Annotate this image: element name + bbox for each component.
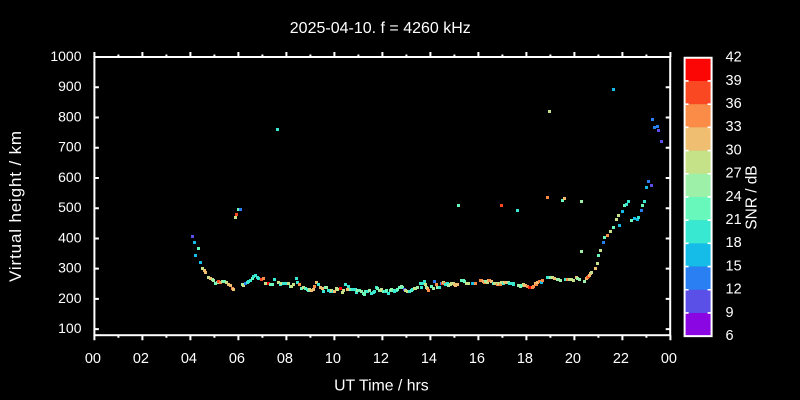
svg-text:20: 20 (565, 351, 581, 367)
svg-text:100: 100 (58, 320, 82, 336)
svg-text:02: 02 (133, 351, 149, 367)
svg-text:27: 27 (726, 166, 742, 182)
svg-text:900: 900 (58, 78, 82, 94)
svg-text:00: 00 (85, 351, 101, 367)
svg-text:12: 12 (726, 282, 742, 298)
svg-text:500: 500 (58, 199, 82, 215)
svg-text:08: 08 (277, 351, 293, 367)
svg-text:16: 16 (469, 351, 485, 367)
svg-text:22: 22 (613, 351, 629, 367)
svg-text:36: 36 (726, 96, 742, 112)
svg-text:39: 39 (726, 73, 742, 89)
svg-text:UT Time / hrs: UT Time / hrs (334, 378, 429, 395)
svg-text:00: 00 (661, 351, 677, 367)
svg-text:42: 42 (726, 50, 742, 66)
svg-text:300: 300 (58, 260, 82, 276)
svg-text:800: 800 (58, 108, 82, 124)
svg-text:18: 18 (517, 351, 533, 367)
svg-text:700: 700 (58, 139, 82, 155)
svg-text:18: 18 (726, 235, 742, 251)
svg-text:9: 9 (726, 305, 734, 321)
svg-text:1000: 1000 (50, 48, 81, 64)
svg-text:33: 33 (726, 119, 742, 135)
svg-text:12: 12 (373, 351, 389, 367)
svg-text:21: 21 (726, 212, 742, 228)
svg-text:04: 04 (181, 351, 197, 367)
svg-text:SNR / dB: SNR / dB (743, 165, 760, 229)
svg-text:15: 15 (726, 258, 742, 274)
svg-text:6: 6 (726, 328, 734, 344)
svg-text:24: 24 (726, 189, 742, 205)
svg-text:600: 600 (58, 169, 82, 185)
svg-text:Virtual height / km: Virtual height / km (6, 130, 25, 282)
svg-text:06: 06 (229, 351, 245, 367)
svg-text:30: 30 (726, 143, 742, 159)
svg-text:14: 14 (421, 351, 437, 367)
svg-text:400: 400 (58, 229, 82, 245)
svg-text:10: 10 (325, 351, 341, 367)
svg-text:2025-04-10. f = 4260 kHz: 2025-04-10. f = 4260 kHz (290, 20, 471, 37)
svg-text:200: 200 (58, 290, 82, 306)
